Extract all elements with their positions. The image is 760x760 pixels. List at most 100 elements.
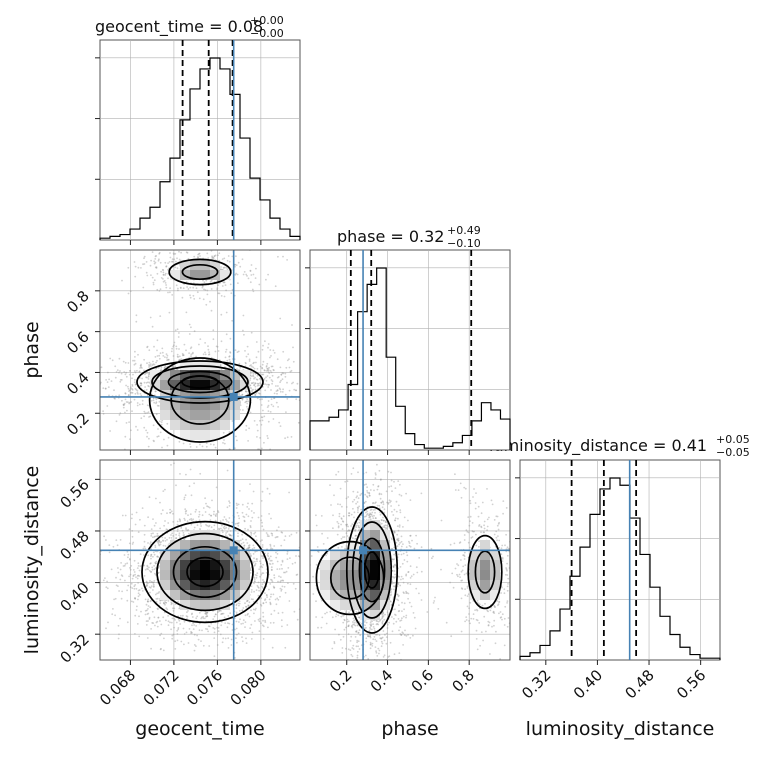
sample-point-geocent_time-vs-luminosity_distance [178, 607, 181, 610]
sample-point-geocent_time-vs-phase [267, 367, 269, 370]
sample-point-geocent_time-vs-luminosity_distance [270, 578, 272, 581]
sample-point-geocent_time-vs-phase [276, 358, 279, 361]
sample-point-geocent_time-vs-luminosity_distance [238, 490, 241, 492]
sample-point-geocent_time-vs-phase [149, 316, 152, 319]
sample-point-geocent_time-vs-phase [279, 317, 282, 320]
sample-point-geocent_time-vs-luminosity_distance [169, 511, 172, 514]
sample-point-geocent_time-vs-luminosity_distance [151, 581, 154, 584]
sample-point-geocent_time-vs-luminosity_distance [183, 633, 186, 635]
sample-point-geocent_time-vs-phase [229, 351, 232, 354]
panel-frame-geocent_time-vs-luminosity_distance [99, 459, 301, 661]
sample-point-geocent_time-vs-luminosity_distance [200, 616, 203, 619]
sample-point-geocent_time-vs-phase [154, 390, 157, 393]
sample-point-geocent_time-vs-phase [122, 403, 125, 406]
sample-point-geocent_time-vs-phase [245, 424, 248, 427]
sample-point-geocent_time-vs-phase [143, 257, 145, 260]
sample-point-geocent_time-vs-phase [161, 446, 163, 449]
sample-point-geocent_time-vs-luminosity_distance [147, 542, 149, 544]
sample-point-geocent_time-vs-luminosity_distance [116, 544, 119, 547]
sample-point-geocent_time-vs-luminosity_distance [248, 508, 250, 510]
sample-point-geocent_time-vs-phase [147, 411, 150, 414]
sample-point-phase-vs-luminosity_distance [406, 592, 408, 594]
sample-point-geocent_time-vs-phase [211, 255, 214, 258]
sample-point-geocent_time-vs-luminosity_distance [253, 576, 256, 579]
sample-point-geocent_time-vs-phase [180, 251, 183, 254]
sample-point-geocent_time-vs-luminosity_distance [172, 633, 175, 636]
sample-point-geocent_time-vs-luminosity_distance [153, 565, 156, 567]
sample-point-geocent_time-vs-luminosity_distance [187, 514, 189, 517]
sample-point-geocent_time-vs-luminosity_distance [284, 535, 287, 538]
sample-point-geocent_time-vs-luminosity_distance [253, 590, 256, 593]
sample-point-geocent_time-vs-luminosity_distance [271, 562, 274, 565]
sample-point-geocent_time-vs-luminosity_distance [114, 597, 117, 600]
sample-point-geocent_time-vs-phase [168, 311, 171, 314]
density-cell-geocent_time-vs-luminosity_distance [200, 600, 210, 610]
sample-point-geocent_time-vs-luminosity_distance [129, 567, 131, 569]
sample-point-geocent_time-vs-phase [122, 404, 125, 406]
sample-point-geocent_time-vs-luminosity_distance [229, 530, 232, 532]
sample-point-geocent_time-vs-luminosity_distance [193, 644, 196, 646]
sample-point-geocent_time-vs-phase [146, 394, 149, 397]
sample-point-geocent_time-vs-phase [271, 374, 274, 377]
sample-point-geocent_time-vs-phase [138, 371, 141, 373]
sample-point-geocent_time-vs-luminosity_distance [213, 637, 216, 639]
sample-point-geocent_time-vs-luminosity_distance [180, 640, 183, 643]
sample-point-geocent_time-vs-phase [108, 394, 110, 397]
sample-point-geocent_time-vs-phase [189, 294, 191, 297]
sample-point-geocent_time-vs-luminosity_distance [283, 539, 286, 541]
sample-point-geocent_time-vs-phase [148, 372, 150, 374]
sample-point-geocent_time-vs-phase [243, 271, 246, 273]
sample-point-geocent_time-vs-phase [277, 406, 279, 408]
sample-point-geocent_time-vs-phase [146, 431, 149, 434]
sample-point-geocent_time-vs-phase [115, 420, 118, 423]
sample-point-geocent_time-vs-luminosity_distance [107, 621, 109, 624]
sample-point-geocent_time-vs-phase [290, 369, 293, 372]
title-luminosity-distance-plus: +0.05 [716, 433, 750, 446]
sample-point-geocent_time-vs-phase [165, 286, 168, 289]
sample-point-geocent_time-vs-phase [267, 386, 270, 388]
sample-point-geocent_time-vs-luminosity_distance [275, 536, 278, 538]
sample-point-geocent_time-vs-phase [113, 397, 116, 400]
sample-point-geocent_time-vs-phase [195, 446, 198, 448]
sample-point-phase-vs-luminosity_distance [376, 504, 379, 507]
sample-point-geocent_time-vs-luminosity_distance [146, 584, 149, 587]
sample-point-geocent_time-vs-phase [134, 275, 137, 278]
sample-point-geocent_time-vs-luminosity_distance [151, 610, 154, 613]
sample-point-geocent_time-vs-phase [146, 345, 149, 348]
density-cell-geocent_time-vs-phase [200, 430, 210, 440]
sample-point-geocent_time-vs-luminosity_distance [246, 506, 249, 508]
sample-point-geocent_time-vs-luminosity_distance [221, 529, 224, 531]
sample-point-geocent_time-vs-phase [260, 423, 263, 426]
sample-point-geocent_time-vs-phase [273, 392, 276, 395]
sample-point-geocent_time-vs-phase [169, 252, 171, 254]
sample-point-geocent_time-vs-luminosity_distance [179, 614, 182, 617]
density-cell-geocent_time-vs-phase [230, 400, 240, 410]
sample-point-geocent_time-vs-phase [131, 388, 134, 390]
sample-point-geocent_time-vs-phase [134, 356, 136, 358]
sample-point-geocent_time-vs-phase [155, 390, 157, 393]
sample-point-geocent_time-vs-luminosity_distance [147, 620, 149, 622]
sample-point-geocent_time-vs-luminosity_distance [106, 587, 109, 590]
sample-point-geocent_time-vs-luminosity_distance [247, 515, 250, 518]
sample-point-geocent_time-vs-phase [267, 346, 269, 349]
sample-point-geocent_time-vs-phase [270, 398, 273, 400]
sample-point-geocent_time-vs-luminosity_distance [126, 589, 128, 592]
sample-point-geocent_time-vs-luminosity_distance [143, 545, 146, 548]
sample-point-geocent_time-vs-luminosity_distance [204, 612, 207, 615]
sample-point-geocent_time-vs-phase [248, 360, 251, 362]
sample-point-geocent_time-vs-phase [231, 255, 234, 258]
sample-point-geocent_time-vs-luminosity_distance [258, 568, 261, 571]
sample-point-geocent_time-vs-phase [151, 325, 154, 328]
sample-point-geocent_time-vs-luminosity_distance [227, 647, 230, 649]
sample-point-geocent_time-vs-phase [157, 405, 160, 407]
sample-point-geocent_time-vs-phase [241, 394, 244, 396]
sample-point-geocent_time-vs-phase [239, 265, 242, 268]
panel-content-geocent_time-vs-luminosity_distance [100, 460, 300, 660]
sample-point-geocent_time-vs-phase [259, 437, 261, 439]
sample-point-geocent_time-vs-luminosity_distance [153, 580, 156, 582]
sample-point-geocent_time-vs-luminosity_distance [206, 524, 209, 527]
sample-point-geocent_time-vs-phase [151, 251, 154, 254]
sample-point-geocent_time-vs-luminosity_distance [163, 602, 165, 605]
sample-point-geocent_time-vs-luminosity_distance [238, 609, 241, 612]
sample-point-geocent_time-vs-luminosity_distance [253, 580, 256, 583]
